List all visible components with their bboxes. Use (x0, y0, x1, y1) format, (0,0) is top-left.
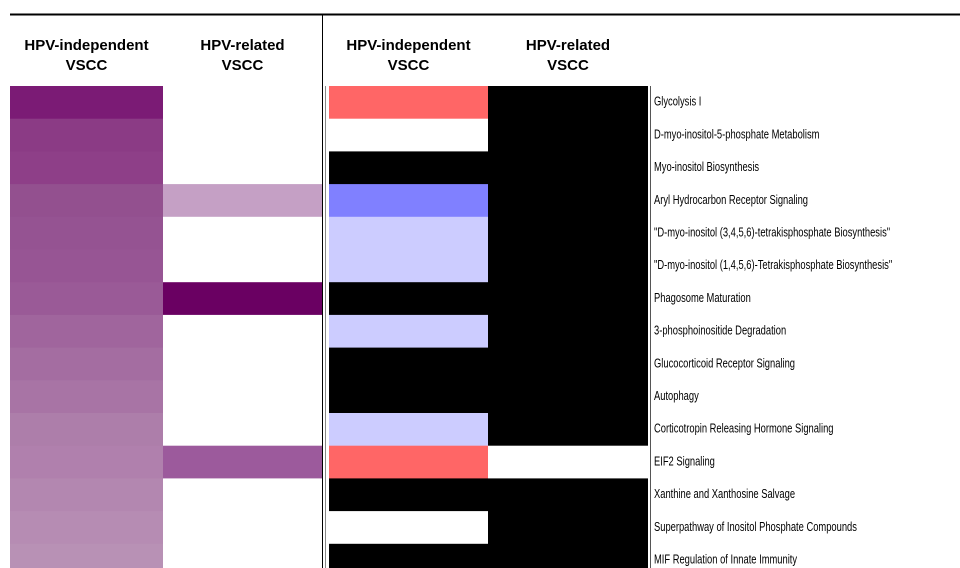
heatmap-cell (10, 151, 163, 185)
heatmap-cell (329, 151, 488, 185)
heatmap-cell (488, 314, 648, 349)
heatmap-cell (10, 380, 163, 414)
heatmap-cell (163, 380, 322, 414)
heatmap-cell (10, 249, 163, 283)
heatmap-cell (488, 347, 648, 381)
column-header: HPV-independent VSCC (346, 37, 470, 74)
heatmap-cell (488, 543, 648, 568)
header-line: VSCC (66, 57, 108, 74)
heatmap-cell (10, 445, 163, 479)
heatmap-cell (329, 445, 488, 479)
heatmap-cell (163, 445, 322, 479)
row-label: MIF Regulation of Innate Immunity (654, 553, 797, 567)
column-header: HPV-related VSCC (200, 37, 284, 74)
heatmap-cell (163, 118, 322, 152)
heatmap-cell (163, 282, 322, 316)
heatmap-cell (329, 282, 488, 316)
heatmap-cell (488, 151, 648, 185)
heatmap-cell (488, 184, 648, 218)
heatmap-cell (10, 282, 163, 316)
heatmap-cell (488, 249, 648, 283)
row-label: Glycolysis I (654, 95, 701, 109)
heatmap-cell (163, 347, 322, 381)
heatmap-cell (10, 347, 163, 381)
heatmap-cell (488, 380, 648, 414)
heatmap-cell (488, 282, 648, 316)
heatmap-cell (488, 86, 648, 120)
row-label: "D-myo-inositol (1,4,5,6)-Tetrakisphosph… (654, 259, 892, 273)
heatmap-cell (329, 184, 488, 218)
row-label: Myo-inositol Biosynthesis (654, 161, 759, 175)
heatmap-cell (329, 118, 488, 152)
heatmap-cell (10, 86, 163, 120)
heatmap-cell (163, 249, 322, 283)
row-label: Phagosome Maturation (654, 292, 751, 306)
header-line: VSCC (388, 57, 430, 74)
row-label: Corticotropin Releasing Hormone Signalin… (654, 422, 834, 436)
column-header: HPV-independent VSCC (24, 37, 148, 74)
heatmap-cell (488, 478, 648, 512)
header-line: HPV-related (200, 37, 284, 54)
heatmap-cell (163, 511, 322, 545)
row-label: EIF2 Signaling (654, 455, 715, 469)
row-label: Glucocorticoid Receptor Signaling (654, 357, 795, 371)
heatmap-cell (163, 543, 322, 568)
row-label: 3-phosphoinositide Degradation (654, 324, 786, 338)
heatmap-cell (163, 184, 322, 218)
heatmap-cell (329, 380, 488, 414)
column-header: HPV-related VSCC (526, 37, 610, 74)
header-line: HPV-independent (346, 37, 470, 54)
heatmap-cell (329, 478, 488, 512)
row-label: Autophagy (654, 390, 699, 404)
header-line: HPV-independent (24, 37, 148, 54)
heatmap-cell (10, 184, 163, 218)
heatmap-cell (329, 86, 488, 120)
row-label: D-myo-inositol-5-phosphate Metabolism (654, 128, 819, 142)
heatmap-cell (10, 314, 163, 349)
row-label: "D-myo-inositol (3,4,5,6)-tetrakisphosph… (654, 226, 890, 240)
heatmap-cell (10, 511, 163, 545)
row-label: Superpathway of Inositol Phosphate Compo… (654, 521, 857, 535)
row-label: Aryl Hydrocarbon Receptor Signaling (654, 194, 808, 208)
heatmap-cell (488, 118, 648, 152)
heatmap-cell (163, 413, 322, 447)
heatmap-cell (488, 445, 648, 479)
heatmap-cell (163, 314, 322, 349)
heatmap-cell (329, 216, 488, 250)
heatmap-cell (163, 151, 322, 185)
heatmap-cell (329, 511, 488, 545)
heatmap-cell (488, 413, 648, 447)
heatmap-cell (488, 511, 648, 545)
row-labels: Glycolysis I D-myo-inositol-5-phosphate M… (654, 95, 892, 566)
row-label: Xanthine and Xanthosine Salvage (654, 488, 795, 502)
header-line: HPV-related (526, 37, 610, 54)
heatmap-cell (10, 413, 163, 447)
heatmap-cell (329, 347, 488, 381)
heatmap-cell (163, 216, 322, 250)
heatmap-cell (10, 118, 163, 152)
heatmap-cell (488, 216, 648, 250)
heatmap-cell (163, 86, 322, 120)
heatmap-cell (329, 314, 488, 349)
header-line: VSCC (222, 57, 264, 74)
heatmap-cell (10, 478, 163, 512)
heatmap-cell (10, 216, 163, 250)
heatmap-cell (10, 543, 163, 568)
heatmap-cell (329, 249, 488, 283)
heatmap-cell (329, 543, 488, 568)
heatmap-cell (329, 413, 488, 447)
header-line: VSCC (547, 57, 589, 74)
heatmap-cell (163, 478, 322, 512)
